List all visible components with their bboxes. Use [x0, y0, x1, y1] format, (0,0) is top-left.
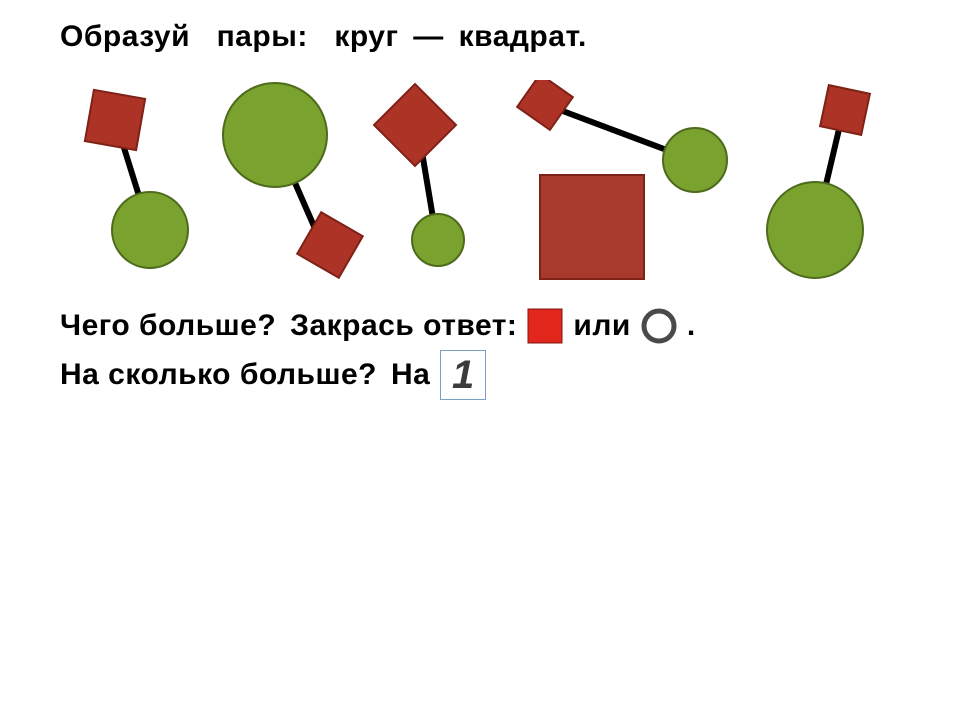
q2-pre: На сколько больше?: [60, 358, 377, 392]
question-how-many-more: На сколько больше? На 1: [60, 350, 486, 400]
green-circle-shape: [223, 83, 327, 187]
green-circle-shape: [412, 214, 464, 266]
title-word-2: пары:: [217, 20, 308, 53]
red-square-shape: [820, 85, 870, 135]
shapes-diagram: [0, 80, 960, 280]
q1-or: или: [573, 309, 630, 343]
extra-red-square-shape: [540, 175, 644, 279]
red-square-shape: [85, 90, 145, 150]
pairs-svg: [0, 80, 960, 290]
green-circle-shape: [767, 182, 863, 278]
title-word-1: Образуй: [60, 20, 190, 53]
answer-number-input[interactable]: 1: [440, 350, 486, 400]
answer-option-square-icon[interactable]: [527, 308, 563, 344]
title-word-3: круг: [334, 20, 398, 53]
q1-mid: Закрась ответ:: [290, 309, 517, 343]
q1-dot: .: [687, 309, 696, 343]
instruction-title: Образуй пары: круг — квадрат.: [60, 20, 587, 54]
red-square-shape: [297, 212, 363, 278]
red-square-shape: [517, 80, 573, 130]
green-circle-shape: [663, 128, 727, 192]
title-word-4: квадрат.: [459, 20, 587, 53]
q1-pre: Чего больше?: [60, 309, 276, 343]
answer-option-circle-icon[interactable]: [641, 308, 677, 344]
red-square-shape: [374, 84, 456, 166]
question-which-more: Чего больше? Закрась ответ: или .: [60, 308, 696, 344]
connector-line: [560, 110, 680, 155]
green-circle-shape: [112, 192, 188, 268]
title-dash: —: [413, 20, 444, 53]
q2-na: На: [391, 358, 430, 392]
